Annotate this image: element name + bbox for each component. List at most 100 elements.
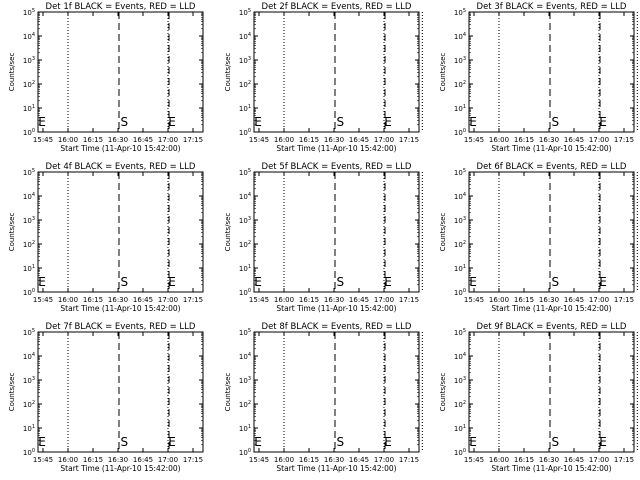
- end-marker: E: [599, 115, 607, 129]
- x-tick-label: 16:30: [539, 136, 559, 144]
- x-tick-label: 17:15: [183, 456, 203, 464]
- y-tick-label: 104: [239, 192, 251, 201]
- y-tick-label: 105: [23, 8, 35, 17]
- y-tick-label: 104: [454, 32, 466, 41]
- x-tick-label: 16:30: [539, 456, 559, 464]
- x-tick-label: 17:00: [374, 456, 394, 464]
- y-tick-label: 105: [454, 328, 466, 337]
- start-marker: S: [552, 115, 560, 129]
- x-tick-label: 16:15: [83, 136, 103, 144]
- x-tick-label: 16:00: [58, 296, 78, 304]
- y-tick-label: 104: [23, 352, 35, 361]
- x-tick-label: 17:00: [158, 136, 178, 144]
- y-tick-label: 100: [23, 448, 35, 457]
- y-tick-label: 100: [239, 288, 251, 297]
- x-tick-label: 17:00: [589, 136, 609, 144]
- y-axis-label: Counts/sec: [224, 373, 232, 412]
- plot-frame: [468, 171, 635, 293]
- end-marker: E: [469, 435, 477, 449]
- panel-det-4: Det 4f BLACK = Events, RED = LLD 100 101 10…: [8, 162, 204, 313]
- y-axis-label: Counts/sec: [439, 53, 447, 92]
- y-axis-label: Counts/sec: [224, 53, 232, 92]
- y-tick-label: 104: [454, 352, 466, 361]
- panel-title: Det 1f BLACK = Events, RED = LLD: [46, 2, 196, 12]
- x-tick-label: 16:45: [349, 456, 369, 464]
- y-axis-label: Counts/sec: [224, 213, 232, 252]
- y-tick-label: 103: [23, 56, 35, 65]
- panel-title: Det 8f BLACK = Events, RED = LLD: [262, 322, 412, 332]
- panel-title: Det 9f BLACK = Events, RED = LLD: [477, 322, 627, 332]
- end-marker: E: [469, 115, 477, 129]
- x-tick-label: 16:00: [274, 456, 294, 464]
- x-tick-label: 17:15: [614, 456, 634, 464]
- x-tick-label: 16:30: [324, 296, 344, 304]
- panel-title: Det 4f BLACK = Events, RED = LLD: [46, 162, 196, 172]
- x-tick-label: 16:45: [564, 296, 584, 304]
- start-marker: S: [337, 435, 345, 449]
- panel-det-5: Det 5f BLACK = Events, RED = LLD 100 101 10…: [224, 162, 423, 313]
- y-tick-label: 102: [239, 400, 251, 409]
- y-tick-label: 105: [23, 168, 35, 177]
- end-marker: E: [469, 275, 477, 289]
- y-tick-label: 104: [454, 192, 466, 201]
- x-axis-label: Start Time (11-Apr-10 15:42:00): [491, 464, 611, 473]
- start-marker: S: [121, 275, 129, 289]
- panel-det-9: Det 9f BLACK = Events, RED = LLD 100 101 10…: [439, 322, 638, 473]
- plot-frame: [468, 331, 635, 453]
- end-marker: E: [254, 275, 262, 289]
- y-tick-label: 102: [454, 80, 466, 89]
- x-tick-label: 15:45: [33, 136, 53, 144]
- y-tick-label: 100: [454, 288, 466, 297]
- y-tick-label: 103: [239, 376, 251, 385]
- y-tick-label: 103: [454, 216, 466, 225]
- plot-frame: [37, 11, 204, 133]
- x-tick-label: 15:45: [33, 456, 53, 464]
- x-tick-label: 17:00: [589, 456, 609, 464]
- x-tick-label: 17:00: [374, 296, 394, 304]
- end-marker: E: [599, 435, 607, 449]
- x-tick-label: 15:45: [464, 456, 484, 464]
- x-tick-label: 16:15: [299, 296, 319, 304]
- y-tick-label: 103: [239, 56, 251, 65]
- y-tick-label: 104: [23, 32, 35, 41]
- plot-frame: [37, 171, 204, 293]
- y-tick-label: 100: [23, 288, 35, 297]
- y-tick-label: 102: [454, 400, 466, 409]
- x-tick-label: 16:45: [133, 296, 153, 304]
- x-axis-label: Start Time (11-Apr-10 15:42:00): [60, 464, 180, 473]
- end-marker: E: [254, 115, 262, 129]
- x-tick-label: 16:30: [324, 136, 344, 144]
- y-tick-label: 101: [23, 264, 35, 273]
- y-tick-label: 100: [454, 448, 466, 457]
- start-marker: S: [121, 435, 129, 449]
- y-axis-label: Counts/sec: [439, 373, 447, 412]
- y-tick-label: 100: [239, 448, 251, 457]
- y-tick-label: 103: [454, 376, 466, 385]
- y-tick-label: 105: [454, 168, 466, 177]
- end-marker: E: [168, 435, 176, 449]
- x-tick-label: 16:45: [564, 136, 584, 144]
- y-tick-label: 104: [239, 352, 251, 361]
- start-marker: S: [552, 435, 560, 449]
- x-tick-label: 16:00: [274, 136, 294, 144]
- y-tick-label: 102: [23, 80, 35, 89]
- y-axis-label: Counts/sec: [439, 213, 447, 252]
- end-marker: E: [254, 435, 262, 449]
- x-tick-label: 16:15: [83, 456, 103, 464]
- panel-det-8: Det 8f BLACK = Events, RED = LLD 100 101 10…: [224, 322, 423, 473]
- panel-det-1: Det 1f BLACK = Events, RED = LLD 100 101 10…: [8, 2, 204, 153]
- x-axis-label: Start Time (11-Apr-10 15:42:00): [276, 304, 396, 313]
- y-tick-label: 101: [239, 424, 251, 433]
- y-tick-label: 102: [239, 240, 251, 249]
- y-tick-label: 104: [239, 32, 251, 41]
- panel-title: Det 3f BLACK = Events, RED = LLD: [477, 2, 627, 12]
- y-tick-label: 102: [239, 80, 251, 89]
- end-marker: E: [384, 435, 392, 449]
- y-tick-label: 104: [23, 192, 35, 201]
- panel-det-7: Det 7f BLACK = Events, RED = LLD 100 101 10…: [8, 322, 204, 473]
- x-tick-label: 17:00: [374, 136, 394, 144]
- panel-det-2: Det 2f BLACK = Events, RED = LLD 100 101 10…: [224, 2, 423, 153]
- start-marker: S: [121, 115, 129, 129]
- y-tick-label: 103: [23, 376, 35, 385]
- panel-title: Det 2f BLACK = Events, RED = LLD: [262, 2, 412, 12]
